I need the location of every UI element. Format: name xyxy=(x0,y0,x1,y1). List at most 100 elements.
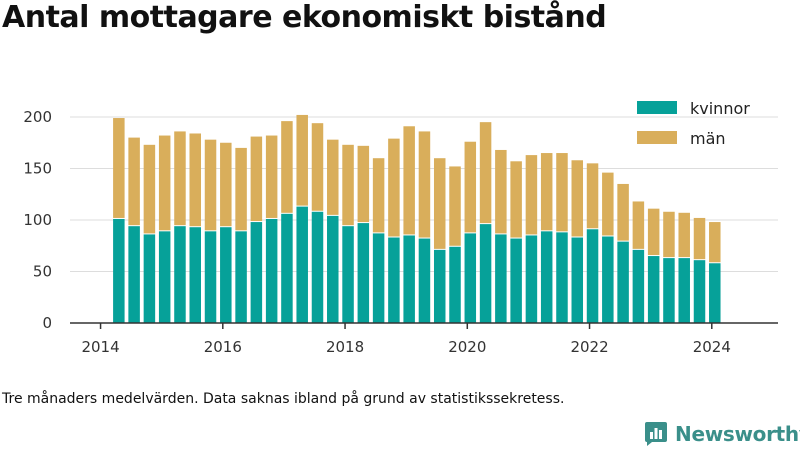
bar-kvinnor xyxy=(525,235,538,323)
bar-man xyxy=(388,138,400,237)
bar-man xyxy=(158,135,171,231)
bar-man xyxy=(357,145,370,223)
bar-kvinnor xyxy=(388,237,400,323)
bar-kvinnor xyxy=(464,233,477,323)
bar-kvinnor xyxy=(342,226,354,323)
bar-kvinnor xyxy=(479,224,492,323)
chart-title: Antal mottagare ekonomiskt bistånd xyxy=(2,0,607,35)
bar-kvinnor xyxy=(449,246,461,323)
bar-man xyxy=(449,166,461,246)
bar-man xyxy=(602,172,614,236)
bar-kvinnor xyxy=(113,218,125,323)
bar-kvinnor xyxy=(296,206,308,323)
bar-kvinnor xyxy=(495,234,507,323)
x-tick-label: 2016 xyxy=(204,338,242,356)
bar-man xyxy=(372,158,385,233)
bar-kvinnor xyxy=(311,211,324,323)
bar-man xyxy=(709,222,721,263)
bar-kvinnor xyxy=(158,231,171,323)
bar-kvinnor xyxy=(189,227,201,323)
bar-man xyxy=(418,131,431,238)
legend-swatch-man xyxy=(637,131,677,144)
bar-kvinnor xyxy=(571,237,584,323)
bar-kvinnor xyxy=(372,233,385,323)
y-tick-label: 50 xyxy=(33,263,52,281)
footnote: Tre månaders medelvärden. Data saknas ib… xyxy=(2,391,565,407)
legend-swatch-kvinnor xyxy=(637,101,677,114)
bar-kvinnor xyxy=(540,231,553,323)
bar-man xyxy=(128,137,140,226)
bar-man xyxy=(143,144,156,234)
bar-man xyxy=(403,126,415,235)
bar-man xyxy=(296,114,308,206)
bar-kvinnor xyxy=(678,258,690,323)
bar-man xyxy=(189,133,201,227)
stacked-bar-chart: 0 50 100 150 200 2014 2016 2018 2020 2022 2024 kvi… xyxy=(23,99,778,356)
x-tick-label: 2020 xyxy=(448,338,486,356)
bar-kvinnor xyxy=(174,226,186,323)
y-tick-label: 200 xyxy=(23,108,52,126)
bar-man xyxy=(678,212,690,258)
bar-kvinnor xyxy=(327,215,339,323)
bar-man xyxy=(632,201,645,249)
bar-man xyxy=(693,217,706,260)
bar-kvinnor xyxy=(602,236,614,323)
bar-man xyxy=(250,136,263,222)
bar-kvinnor xyxy=(433,249,446,323)
bar-kvinnor xyxy=(663,258,675,323)
x-tick-label: 2014 xyxy=(81,338,119,356)
bar-man xyxy=(327,139,339,215)
bar-kvinnor xyxy=(586,229,599,323)
bar-man xyxy=(113,118,125,218)
brand[interactable]: Newsworthy xyxy=(644,420,800,448)
bar-man xyxy=(510,161,522,238)
bar-kvinnor xyxy=(632,249,645,323)
bar-man xyxy=(617,183,629,241)
bar-kvinnor xyxy=(220,227,232,323)
x-tick-label: 2022 xyxy=(570,338,608,356)
bar-kvinnor xyxy=(128,226,140,323)
bar-man xyxy=(571,160,584,237)
bar-man xyxy=(540,153,553,231)
bar-man xyxy=(556,153,568,232)
bar-kvinnor xyxy=(647,256,660,323)
bar-man xyxy=(342,144,354,226)
bar-kvinnor xyxy=(617,241,629,323)
bar-man xyxy=(220,142,232,227)
bar-man xyxy=(663,211,675,258)
legend-label-kvinnor: kvinnor xyxy=(690,99,750,118)
y-tick-label: 0 xyxy=(42,314,52,332)
bar-kvinnor xyxy=(403,235,415,323)
bar-kvinnor xyxy=(693,260,706,323)
bar-kvinnor xyxy=(235,231,247,323)
bar-man xyxy=(281,121,293,213)
bar-kvinnor xyxy=(250,222,263,323)
bar-man xyxy=(235,147,247,231)
bar-kvinnor xyxy=(418,238,431,323)
bar-kvinnor xyxy=(709,263,721,323)
x-tick-label: 2018 xyxy=(326,338,364,356)
bar-kvinnor xyxy=(265,218,278,323)
bar-kvinnor xyxy=(143,234,156,323)
bar-kvinnor xyxy=(281,213,293,323)
y-tick-label: 100 xyxy=(23,211,52,229)
bar-man xyxy=(464,141,477,233)
legend: kvinnor män xyxy=(637,99,750,148)
bar-man xyxy=(311,123,324,211)
bar-man xyxy=(265,135,278,218)
bar-kvinnor xyxy=(556,232,568,323)
bar-man xyxy=(433,158,446,249)
bar-kvinnor xyxy=(510,238,522,323)
bar-man xyxy=(525,155,538,235)
bar-man xyxy=(204,139,217,231)
newsworthy-logo-icon xyxy=(645,422,667,446)
bar-kvinnor xyxy=(357,223,370,323)
bars xyxy=(113,114,721,323)
axes: 0 50 100 150 200 2014 2016 2018 2020 2022 2024 xyxy=(23,108,778,356)
x-tick-label: 2024 xyxy=(693,338,731,356)
bar-man xyxy=(495,149,507,234)
bar-man xyxy=(586,163,599,229)
y-tick-label: 150 xyxy=(23,160,52,178)
brand-name: Newsworthy xyxy=(675,422,800,446)
bar-man xyxy=(647,208,660,256)
